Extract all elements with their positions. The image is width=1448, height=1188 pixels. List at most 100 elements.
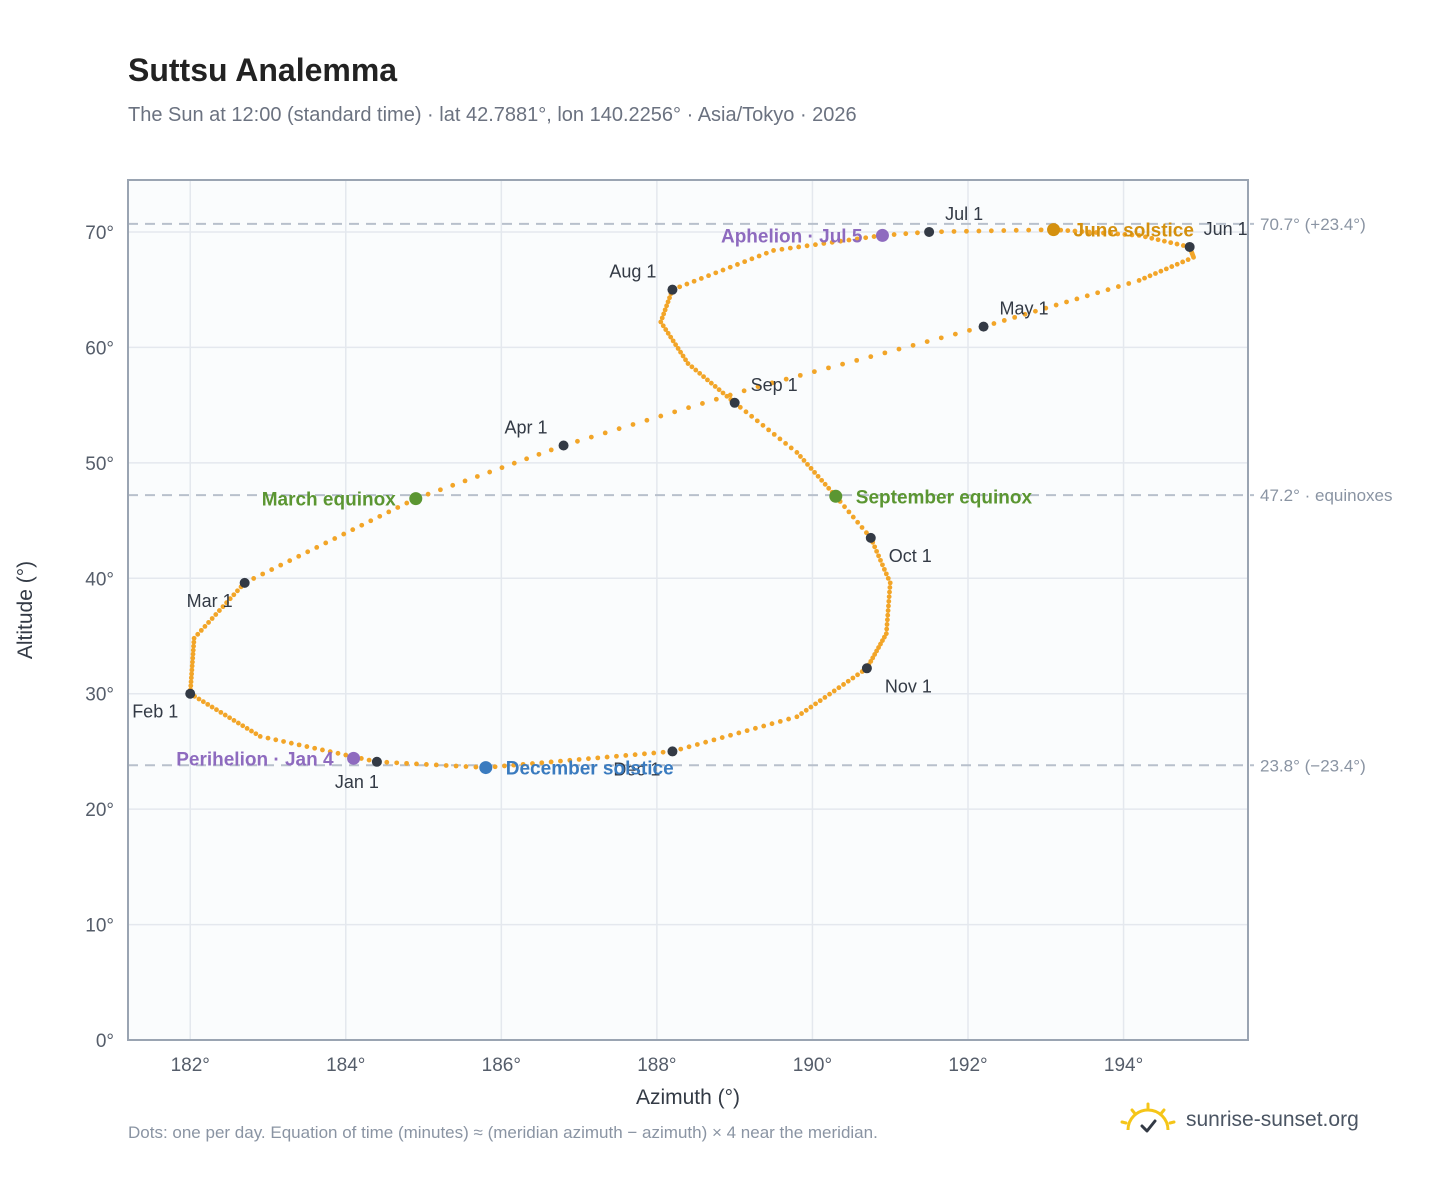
daily-sun-dot: [190, 651, 196, 657]
daily-sun-dot: [502, 763, 507, 769]
daily-sun-dot: [683, 357, 688, 363]
daily-sun-dot: [787, 245, 793, 251]
y-tick-label: 0°: [96, 1031, 114, 1052]
daily-sun-dot: [220, 604, 226, 610]
reference-line-label: 23.8° (−23.4°): [1260, 756, 1366, 775]
plot-area: [128, 180, 1248, 1040]
month-marker-dot: [924, 226, 935, 237]
daily-sun-dot: [711, 737, 717, 743]
daily-sun-dot: [462, 478, 468, 484]
daily-sun-dot: [205, 701, 211, 707]
daily-sun-dot: [1086, 229, 1092, 235]
daily-sun-dot: [686, 405, 691, 411]
daily-sun-dot: [423, 762, 429, 767]
daily-sun-dot: [760, 422, 766, 428]
daily-sun-dot: [1001, 228, 1007, 233]
daily-sun-dot: [1043, 305, 1049, 311]
daily-sun-dot: [1174, 241, 1180, 247]
daily-sun-dot: [665, 299, 671, 305]
daily-sun-dot: [797, 372, 803, 378]
month-marker-dot: [978, 321, 989, 332]
daily-sun-dot: [257, 734, 263, 739]
month-marker-label: Aug 1: [609, 262, 656, 282]
y-tick-label: 10°: [85, 916, 114, 937]
daily-sun-dot: [213, 612, 219, 617]
daily-sun-dot: [384, 759, 390, 765]
daily-sun-dot: [240, 723, 246, 729]
daily-sun-dot: [786, 716, 791, 722]
daily-sun-dot: [660, 749, 666, 755]
daily-sun-dot: [794, 450, 800, 455]
daily-sun-dot: [910, 342, 916, 348]
daily-sun-dot: [443, 763, 449, 768]
daily-sun-dot: [728, 732, 733, 738]
daily-sun-dot: [304, 744, 310, 749]
daily-sun-dot: [191, 639, 197, 645]
daily-sun-dot: [822, 694, 828, 700]
daily-sun-dot: [720, 267, 726, 273]
daily-sun-dot: [727, 264, 733, 270]
daily-sun-dot: [831, 688, 837, 694]
daily-sun-dot: [358, 756, 364, 761]
daily-sun-dot: [716, 387, 722, 393]
x-tick-label: 182°: [171, 1055, 210, 1076]
daily-sun-dot: [811, 369, 817, 375]
month-marker-label: Oct 1: [889, 546, 932, 566]
daily-sun-dot: [755, 384, 761, 390]
event-marker-dot: [479, 761, 493, 775]
y-tick-label: 30°: [85, 685, 114, 706]
daily-sun-dot: [915, 230, 920, 236]
daily-sun-dot: [216, 608, 222, 613]
brand[interactable]: sunrise-sunset.org: [1120, 1102, 1359, 1138]
daily-sun-dot: [377, 513, 383, 519]
daily-sun-dot: [341, 531, 347, 537]
daily-sun-dot: [769, 380, 775, 386]
daily-sun-dot: [887, 580, 893, 586]
daily-sun-dot: [1001, 318, 1007, 323]
daily-sun-dot: [1053, 302, 1059, 308]
daily-sun-dot: [1169, 264, 1175, 269]
daily-sun-dot: [1180, 259, 1186, 265]
daily-sun-dot: [675, 346, 681, 351]
daily-sun-dot: [829, 239, 835, 245]
daily-sun-dot: [359, 522, 365, 528]
daily-sun-dot: [684, 281, 690, 287]
daily-sun-dot: [891, 232, 897, 237]
x-tick-label: 192°: [948, 1055, 987, 1076]
daily-sun-dot: [474, 474, 480, 479]
daily-sun-dot: [868, 354, 874, 360]
daily-sun-dot: [414, 761, 419, 767]
daily-sun-dot: [686, 744, 692, 750]
daily-sun-dot: [1093, 230, 1099, 235]
daily-sun-dot: [884, 622, 890, 627]
daily-sun-dot: [882, 350, 888, 356]
daily-sun-dot: [1122, 232, 1128, 237]
daily-sun-dot: [886, 603, 891, 609]
daily-sun-dot: [855, 519, 861, 525]
reference-line-label: 70.7° (+23.4°): [1260, 215, 1366, 234]
daily-sun-dot: [209, 704, 215, 710]
daily-sun-dot: [251, 576, 257, 581]
daily-sun-dot: [368, 518, 374, 524]
daily-sun-dot: [188, 683, 194, 689]
event-marker-label: December solstice: [506, 759, 674, 780]
daily-sun-dot: [771, 431, 777, 437]
y-tick-label: 40°: [85, 569, 114, 590]
daily-sun-dot: [530, 761, 535, 766]
daily-sun-dot: [694, 742, 700, 747]
daily-sun-dot: [826, 485, 832, 491]
daily-sun-dot: [450, 482, 456, 488]
month-marker-label: Dec 1: [613, 759, 660, 779]
daily-sun-dot: [323, 540, 329, 546]
daily-sun-dot: [1033, 308, 1038, 314]
daily-sun-dot: [665, 330, 671, 336]
daily-sun-dot: [1013, 227, 1019, 233]
x-tick-label: 188°: [637, 1055, 676, 1076]
month-marker-dot: [667, 284, 678, 295]
daily-sun-dot: [737, 404, 743, 410]
daily-sun-dot: [296, 553, 302, 559]
daily-sun-dot: [433, 762, 439, 768]
daily-sun-dot: [840, 361, 845, 367]
daily-sun-dot: [265, 735, 271, 741]
daily-sun-dot: [1064, 299, 1069, 305]
